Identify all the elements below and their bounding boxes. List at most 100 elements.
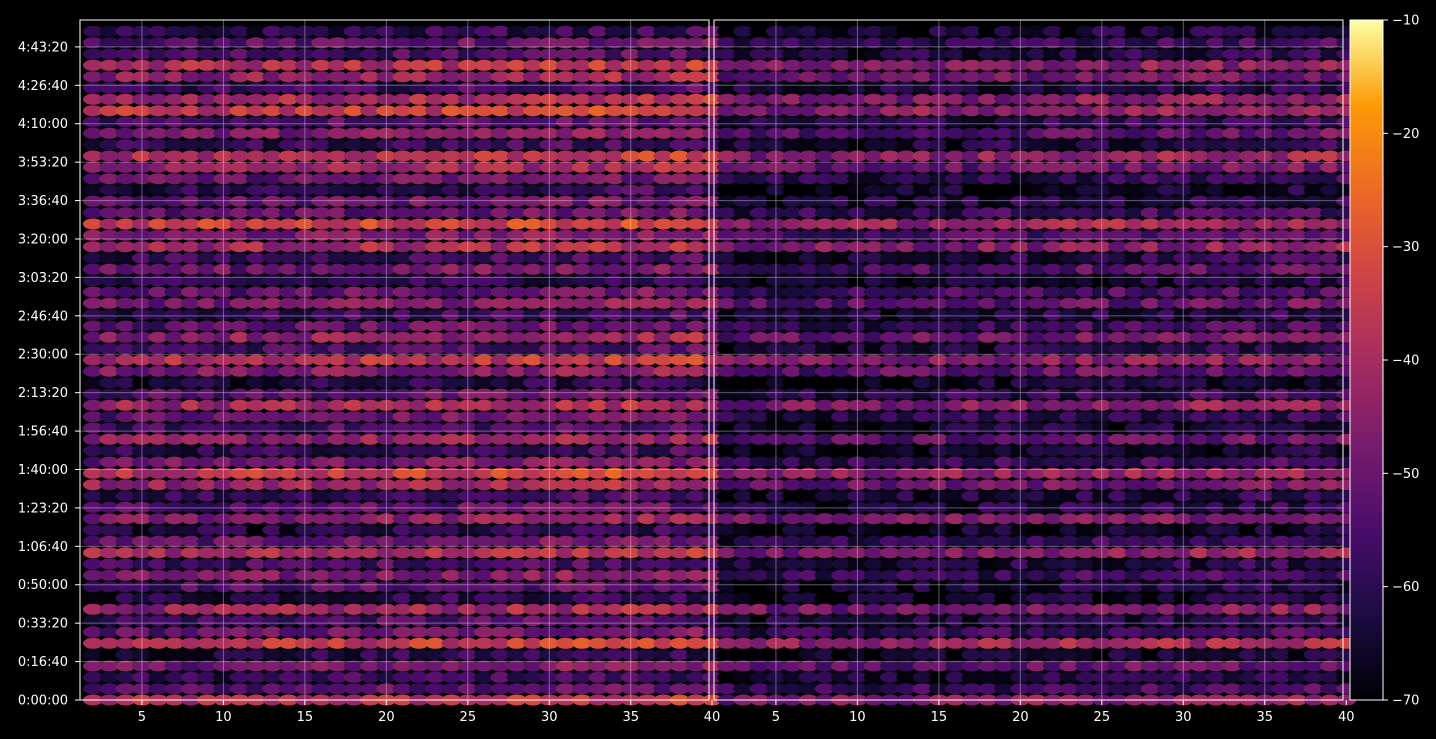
heat-cell: [343, 309, 364, 321]
heat-cell: [604, 139, 625, 151]
heat-cell: [197, 490, 218, 502]
heat-cell: [246, 683, 266, 695]
heat-cell: [246, 547, 266, 559]
heat-cell: [457, 671, 478, 683]
heat-cell: [213, 207, 234, 219]
heat-cell: [131, 433, 152, 445]
heat-cell: [164, 399, 185, 411]
heat-cell: [327, 116, 348, 128]
heat-cell: [246, 524, 266, 536]
panel-2-heatmap: [717, 25, 1357, 706]
heat-cell: [278, 377, 299, 389]
heat-cell: [604, 241, 625, 253]
heat-cell: [83, 411, 103, 423]
heat-cell: [523, 377, 543, 389]
heat-cell: [653, 535, 674, 547]
heat-cell: [262, 433, 283, 445]
heat-cell: [490, 603, 511, 615]
heat-cell: [408, 445, 429, 457]
heat-cell: [131, 297, 152, 309]
heat-cell: [83, 354, 103, 366]
heat-cell: [506, 377, 527, 389]
heat-cell: [506, 422, 527, 434]
heat-cell: [327, 195, 348, 207]
heat-cell: [686, 490, 706, 502]
heat-cell: [180, 501, 201, 513]
heat-cell: [392, 524, 413, 536]
heat-cell: [474, 229, 495, 241]
heat-cell: [180, 105, 201, 117]
heat-cell: [408, 195, 429, 207]
heat-cell: [360, 150, 381, 162]
heat-cell: [702, 649, 723, 661]
heat-cell: [620, 252, 641, 264]
heat-cell: [523, 456, 543, 468]
x-tick-label: 25: [460, 710, 477, 725]
heat-cell: [294, 184, 315, 196]
heat-cell: [392, 671, 413, 683]
heat-cell: [278, 535, 299, 547]
heat-cell: [441, 354, 462, 366]
heat-cell: [669, 286, 690, 298]
heat-cell: [180, 207, 201, 219]
heat-cell: [588, 445, 609, 457]
heat-cell: [425, 286, 446, 298]
heat-cell: [620, 354, 641, 366]
heat-cell: [474, 581, 495, 593]
heat-cell: [294, 365, 315, 377]
heat-cell: [637, 275, 658, 287]
heat-cell: [131, 275, 152, 287]
heat-cell: [490, 524, 511, 536]
colorbar-tick-label: −20: [1392, 127, 1419, 142]
heat-cell: [425, 173, 446, 185]
heat-cell: [197, 603, 218, 615]
heat-cell: [408, 524, 429, 536]
heat-cell: [148, 331, 169, 343]
heat-cell: [702, 569, 723, 581]
heat-cell: [669, 150, 690, 162]
heat-cell: [686, 592, 706, 604]
heat-cell: [588, 513, 609, 525]
heat-cell: [702, 343, 723, 355]
heat-cell: [278, 660, 299, 672]
heat-cell: [229, 184, 250, 196]
heat-cell: [294, 252, 315, 264]
heat-cell: [653, 637, 674, 649]
heat-cell: [262, 218, 283, 230]
heat-cell: [343, 569, 364, 581]
heat-cell: [392, 377, 413, 389]
heat-cell: [588, 354, 609, 366]
heat-cell: [702, 150, 723, 162]
heat-cell: [83, 524, 103, 536]
heat-cell: [425, 501, 446, 513]
heat-cell: [457, 683, 478, 695]
heat-cell: [457, 127, 478, 139]
heat-cell: [229, 161, 250, 173]
heat-cell: [474, 365, 495, 377]
heat-cell: [148, 558, 169, 570]
heat-cell: [197, 218, 218, 230]
heat-cell: [457, 501, 478, 513]
heat-cell: [620, 411, 641, 423]
heat-cell: [653, 524, 674, 536]
heat-cell: [392, 365, 413, 377]
heat-cell: [702, 297, 723, 309]
heat-cell: [523, 433, 543, 445]
heat-cell: [229, 615, 250, 627]
heat-cell: [506, 207, 527, 219]
heat-cell: [523, 513, 543, 525]
heat-cell: [213, 275, 234, 287]
heat-cell: [702, 445, 723, 457]
x-tick-label: 25: [1094, 710, 1111, 725]
heat-cell: [213, 615, 234, 627]
heat-cell: [571, 116, 592, 128]
heat-cell: [229, 343, 250, 355]
heat-cell: [620, 116, 641, 128]
heat-cell: [83, 388, 103, 400]
heat-cell: [702, 127, 723, 139]
heat-cell: [490, 275, 511, 287]
heat-cell: [539, 241, 560, 253]
heat-cell: [539, 150, 560, 162]
heat-cell: [311, 615, 332, 627]
heat-cell: [474, 173, 495, 185]
